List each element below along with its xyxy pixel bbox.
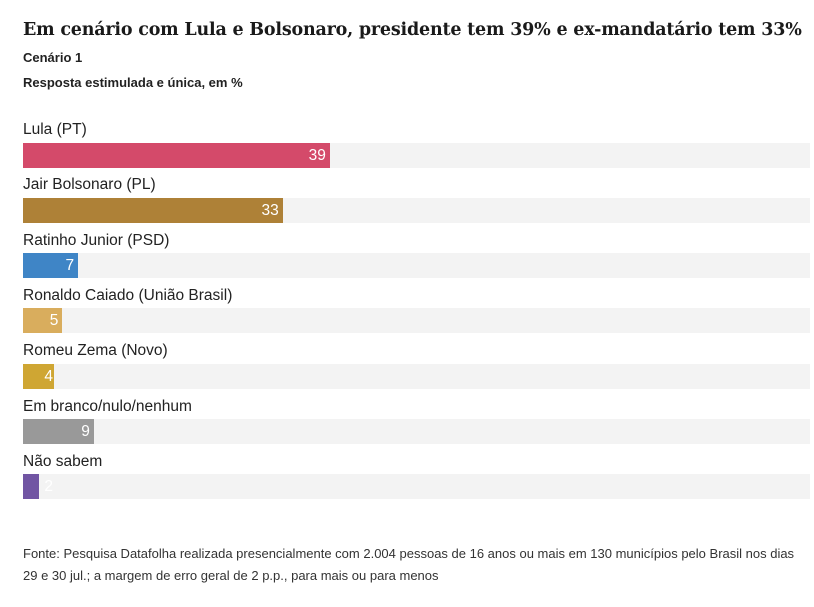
chart-description: Resposta estimulada e única, em %: [23, 75, 243, 90]
category-label: Não sabem: [23, 452, 103, 470]
source-note: Fonte: Pesquisa Datafolha realizada pres…: [23, 546, 795, 583]
bar-track: 2: [23, 474, 810, 500]
category-label: Em branco/nulo/nenhum: [23, 397, 192, 415]
category-label: Lula (PT): [23, 121, 87, 138]
data-label: 9: [81, 423, 90, 440]
chart-title: Em cenário com Lula e Bolsonaro, preside…: [23, 20, 802, 40]
data-label: 5: [49, 312, 59, 330]
category-label: Ronaldo Caiado (União Brasil): [23, 286, 233, 304]
bar-chart: Lula (PT) 39 Jair Bolsonaro (PL) 33 Ratinho …: [23, 0, 810, 510]
bar-track: 4: [23, 363, 810, 389]
bar-track: 39: [23, 142, 810, 168]
data-label: 2: [44, 478, 53, 496]
category-label: Jair Bolsonaro (PL): [23, 176, 156, 194]
bar: [23, 253, 79, 279]
category-label: Ratinho Junior (PSD): [23, 231, 170, 249]
data-label: 39: [308, 146, 326, 164]
data-label: 7: [65, 257, 75, 275]
bar-track: 5: [23, 308, 810, 334]
chart-subtitle: Cenário 1: [23, 50, 83, 65]
data-label: 33: [261, 201, 279, 219]
category-label: Romeu Zema (Novo): [23, 342, 168, 360]
data-label: 4: [44, 367, 53, 385]
bar: [23, 419, 94, 444]
bar: [23, 474, 39, 500]
bar: [23, 308, 63, 334]
bar-track: 33: [23, 197, 810, 223]
bar: [23, 142, 330, 168]
bar-track: 7: [23, 253, 810, 279]
bar: [23, 363, 55, 389]
bar: [23, 197, 283, 223]
bar-track: 9: [23, 419, 810, 444]
